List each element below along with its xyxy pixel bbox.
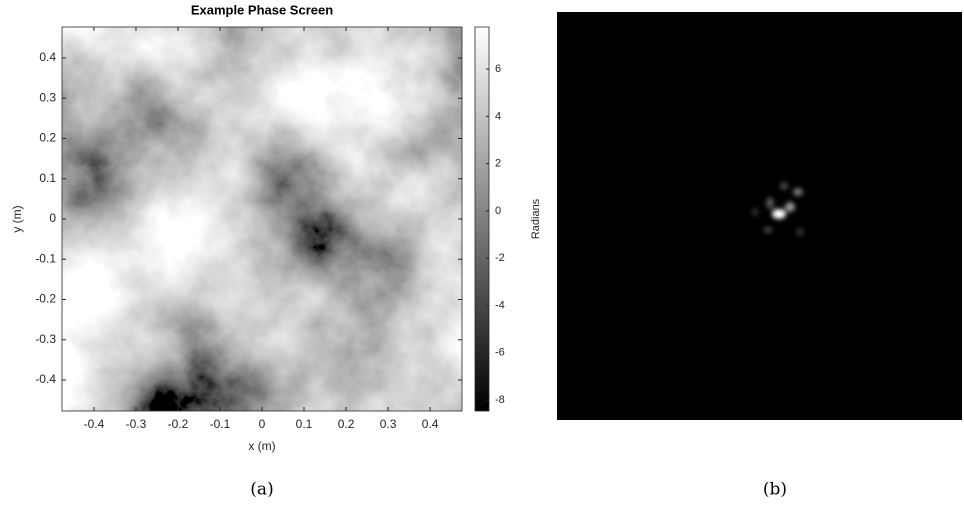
x-tick-label: -0.1	[210, 417, 231, 431]
colorbar-tick-label: -4	[495, 299, 505, 311]
chart-title: Example Phase Screen	[191, 2, 333, 17]
speckle	[752, 182, 804, 236]
colorbar-label: Radians	[530, 198, 542, 239]
y-tick-label: -0.4	[35, 372, 56, 386]
colorbar-tick-label: -2	[495, 252, 505, 264]
y-tick-label: -0.3	[35, 332, 56, 346]
y-axis-label: y (m)	[10, 205, 24, 232]
y-tick-label: 0	[49, 211, 56, 225]
x-tick-label: -0.4	[84, 417, 105, 431]
y-tick-label: 0.2	[39, 131, 56, 145]
x-tick-label: 0.1	[296, 417, 313, 431]
phase-image	[62, 27, 462, 411]
x-tick-label: 0.4	[422, 417, 439, 431]
y-tick-label: -0.1	[35, 251, 56, 265]
colorbar-tick-label: 2	[495, 158, 501, 170]
x-tick-label: -0.3	[126, 417, 147, 431]
colorbar	[474, 26, 490, 412]
y-tick-label: 0.1	[39, 171, 56, 185]
x-tick-label: -0.2	[168, 417, 189, 431]
colorbar-tick-label: -6	[495, 347, 505, 359]
x-axis-label: x (m)	[248, 439, 275, 453]
x-tick-label: 0	[259, 417, 266, 431]
image-panel	[557, 12, 962, 420]
y-tick-label: 0.3	[39, 90, 56, 104]
colorbar-tick-label: 6	[495, 63, 501, 75]
panel-b: (b)	[557, 12, 962, 500]
y-tick-label: 0.4	[39, 50, 56, 64]
caption: (b)	[763, 480, 787, 500]
colorbar-tick-label: 4	[495, 110, 501, 122]
panel-a: Example Phase Screen x (m) y (m) Radians…	[10, 2, 542, 499]
x-tick-label: 0.3	[380, 417, 397, 431]
caption: (a)	[250, 480, 273, 500]
colorbar-tick-label: -8	[495, 394, 505, 406]
x-tick-label: 0.2	[338, 417, 355, 431]
y-tick-label: -0.2	[35, 292, 56, 306]
colorbar-tick-label: 0	[495, 205, 501, 217]
